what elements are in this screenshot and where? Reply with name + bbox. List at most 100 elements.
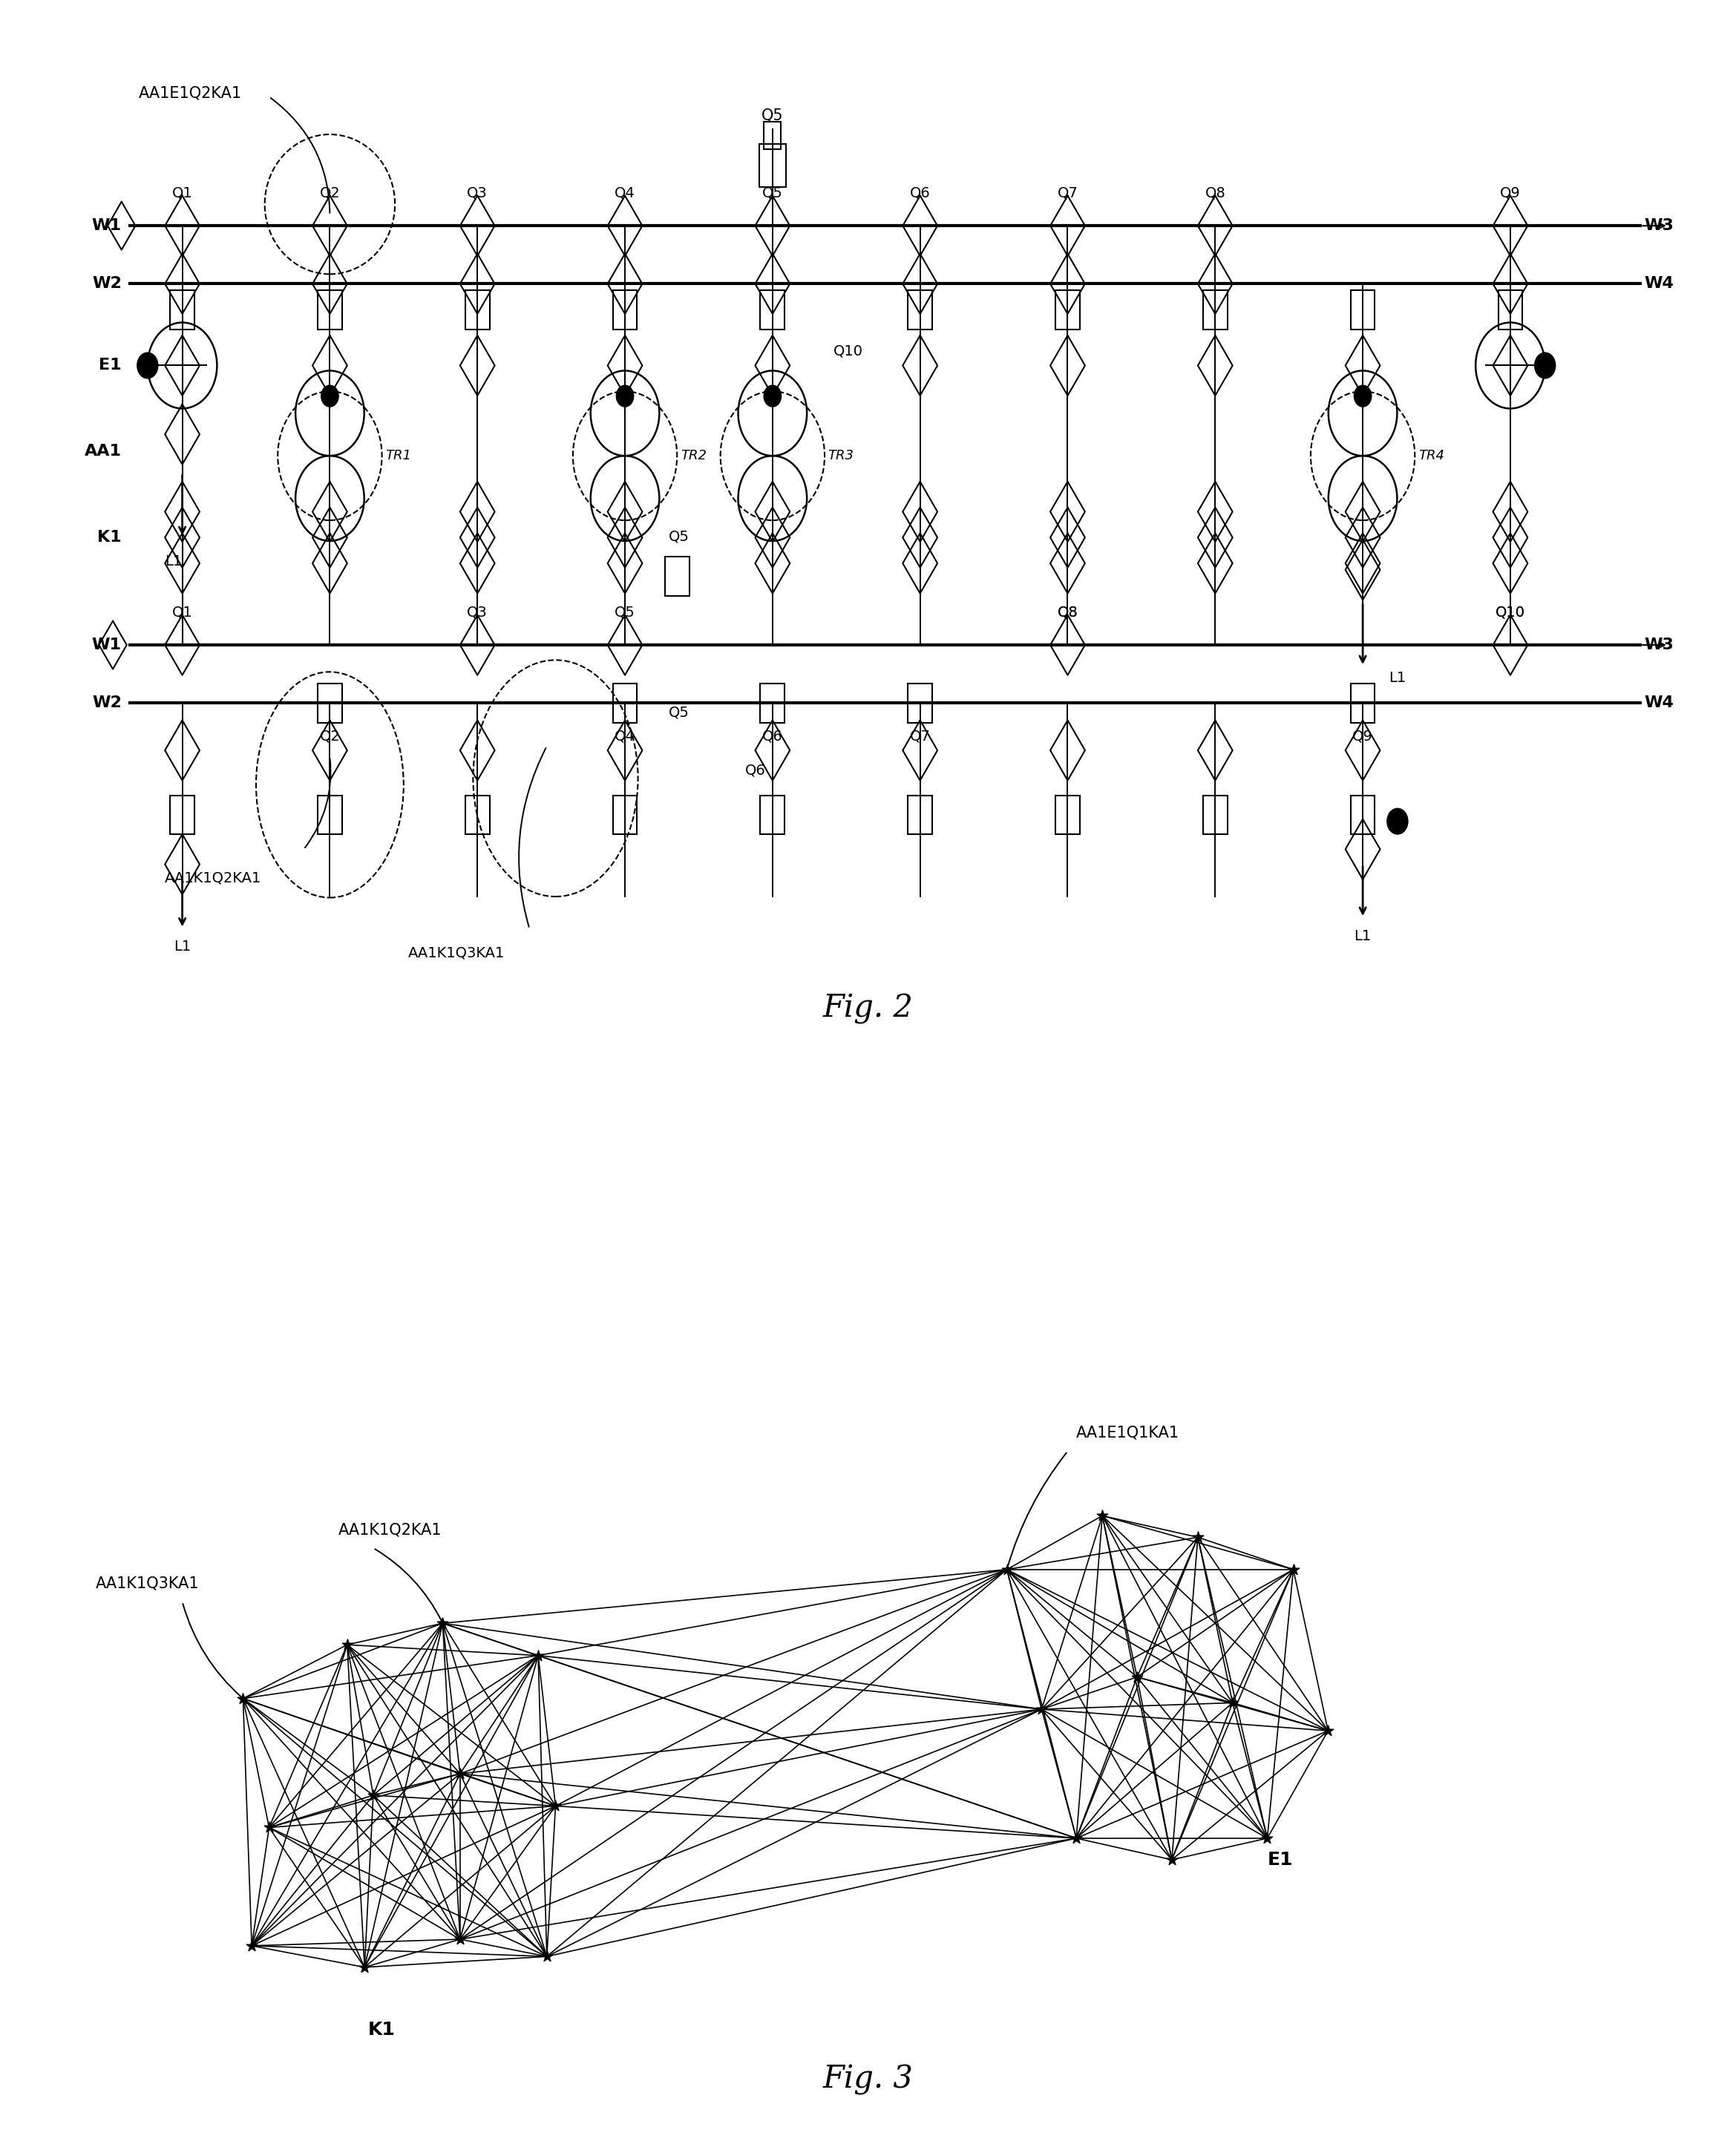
Bar xyxy=(465,796,490,834)
Point xyxy=(993,1552,1021,1587)
Bar xyxy=(764,123,781,148)
Text: TR4: TR4 xyxy=(1418,449,1444,462)
Bar xyxy=(1498,290,1522,329)
Bar xyxy=(759,144,786,187)
Bar xyxy=(665,557,689,596)
Text: L1: L1 xyxy=(1354,929,1371,944)
Text: W3: W3 xyxy=(1644,219,1674,232)
Bar xyxy=(1203,290,1227,329)
Text: W4: W4 xyxy=(1644,697,1674,710)
Text: Q6: Q6 xyxy=(745,763,766,778)
Text: Q4: Q4 xyxy=(615,185,635,200)
Text: Fig. 2: Fig. 2 xyxy=(823,993,913,1023)
Bar xyxy=(1055,796,1080,834)
Text: W4: W4 xyxy=(1644,277,1674,290)
Point xyxy=(229,1681,257,1716)
Point xyxy=(446,1922,474,1956)
Point xyxy=(1123,1660,1151,1694)
Text: L1: L1 xyxy=(165,555,182,570)
Point xyxy=(333,1628,361,1662)
Text: Q2: Q2 xyxy=(319,185,340,200)
Point xyxy=(1314,1714,1342,1748)
Bar xyxy=(1055,290,1080,329)
Point xyxy=(1184,1520,1212,1554)
Point xyxy=(1028,1692,1055,1726)
Text: Q5: Q5 xyxy=(615,604,635,619)
Text: Q3: Q3 xyxy=(467,185,488,200)
Point xyxy=(1158,1843,1186,1877)
Point xyxy=(429,1606,457,1640)
Bar xyxy=(760,684,785,722)
Text: Q2: Q2 xyxy=(319,729,340,744)
Text: Q1: Q1 xyxy=(172,604,193,619)
Text: Q5: Q5 xyxy=(762,185,783,200)
Point xyxy=(446,1757,474,1791)
Bar xyxy=(318,290,342,329)
Circle shape xyxy=(1354,385,1371,406)
Circle shape xyxy=(321,385,339,406)
Circle shape xyxy=(137,353,158,378)
Bar xyxy=(908,684,932,722)
Bar xyxy=(613,290,637,329)
Bar xyxy=(613,796,637,834)
Bar xyxy=(908,796,932,834)
Text: W3: W3 xyxy=(1644,639,1674,651)
Text: AA1E1Q1KA1: AA1E1Q1KA1 xyxy=(1076,1425,1179,1440)
Text: AA1K1Q2KA1: AA1K1Q2KA1 xyxy=(165,871,262,886)
Circle shape xyxy=(1535,353,1555,378)
Bar xyxy=(760,290,785,329)
Text: Q3: Q3 xyxy=(467,604,488,619)
Text: Q5: Q5 xyxy=(762,107,783,123)
Text: AA1E1Q2KA1: AA1E1Q2KA1 xyxy=(139,86,241,101)
Point xyxy=(542,1789,569,1823)
Point xyxy=(1062,1821,1090,1855)
Text: Q10: Q10 xyxy=(1495,604,1526,619)
Text: Q4: Q4 xyxy=(615,729,635,744)
Text: W2: W2 xyxy=(92,277,122,290)
Point xyxy=(1253,1821,1281,1855)
Text: TR2: TR2 xyxy=(681,449,707,462)
Text: AA1K1Q2KA1: AA1K1Q2KA1 xyxy=(339,1522,443,1537)
Text: Q7: Q7 xyxy=(1057,185,1078,200)
Text: Q7: Q7 xyxy=(910,729,930,744)
Text: AA1: AA1 xyxy=(85,445,122,458)
Text: Q6: Q6 xyxy=(762,729,783,744)
Text: K1: K1 xyxy=(97,531,122,544)
Text: E1: E1 xyxy=(99,359,122,372)
Text: W2: W2 xyxy=(92,697,122,710)
Bar xyxy=(1351,290,1375,329)
Text: Q10: Q10 xyxy=(833,344,863,359)
Point xyxy=(255,1810,283,1845)
Point xyxy=(1088,1499,1116,1533)
Text: Q10: Q10 xyxy=(1495,604,1526,619)
Bar xyxy=(170,290,194,329)
Bar xyxy=(613,684,637,722)
Point xyxy=(524,1638,552,1673)
Point xyxy=(351,1950,378,1984)
Text: Q8: Q8 xyxy=(1205,185,1226,200)
Text: Q9: Q9 xyxy=(1500,185,1521,200)
Bar xyxy=(318,684,342,722)
Bar xyxy=(170,796,194,834)
Text: K1: K1 xyxy=(368,2021,396,2038)
Text: L1: L1 xyxy=(1389,671,1406,686)
Point xyxy=(1279,1552,1307,1587)
Bar xyxy=(1351,796,1375,834)
Text: E1: E1 xyxy=(1267,1851,1293,1868)
Circle shape xyxy=(616,385,634,406)
Text: Q6: Q6 xyxy=(910,185,930,200)
Bar xyxy=(465,290,490,329)
Bar xyxy=(760,796,785,834)
Text: TR1: TR1 xyxy=(385,449,411,462)
Bar xyxy=(318,796,342,834)
Point xyxy=(1219,1686,1246,1720)
Text: Q5: Q5 xyxy=(668,529,689,544)
Text: Q8: Q8 xyxy=(1057,604,1078,619)
Text: AA1K1Q3KA1: AA1K1Q3KA1 xyxy=(95,1576,200,1591)
Text: Fig. 3: Fig. 3 xyxy=(823,2064,913,2094)
Bar xyxy=(908,290,932,329)
Text: Q5: Q5 xyxy=(668,705,689,720)
Text: AA1K1Q3KA1: AA1K1Q3KA1 xyxy=(408,946,505,961)
Text: Q9: Q9 xyxy=(1352,729,1373,744)
Text: TR3: TR3 xyxy=(828,449,854,462)
